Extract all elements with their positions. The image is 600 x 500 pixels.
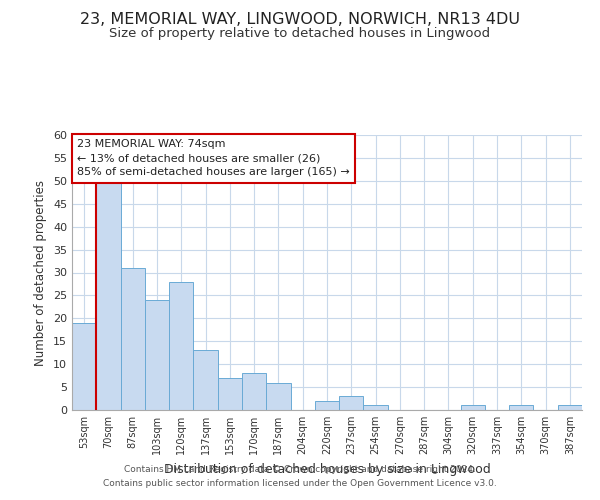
Text: 23 MEMORIAL WAY: 74sqm
← 13% of detached houses are smaller (26)
85% of semi-det: 23 MEMORIAL WAY: 74sqm ← 13% of detached… (77, 139, 350, 177)
Bar (169, 282, 193, 410)
Bar (461, 406, 485, 410)
Bar (218, 378, 242, 410)
Bar (72, 323, 96, 410)
Bar (509, 406, 533, 410)
Text: Contains HM Land Registry data © Crown copyright and database right 2024.
Contai: Contains HM Land Registry data © Crown c… (103, 466, 497, 487)
Bar (558, 406, 582, 410)
Bar (242, 374, 266, 410)
Bar (315, 401, 339, 410)
Bar (364, 406, 388, 410)
Text: Size of property relative to detached houses in Lingwood: Size of property relative to detached ho… (109, 28, 491, 40)
Bar (339, 396, 364, 410)
Y-axis label: Number of detached properties: Number of detached properties (34, 180, 47, 366)
Bar (193, 350, 218, 410)
Bar (96, 181, 121, 410)
Bar (266, 382, 290, 410)
Bar (121, 268, 145, 410)
Bar (145, 300, 169, 410)
X-axis label: Distribution of detached houses by size in Lingwood: Distribution of detached houses by size … (164, 462, 490, 475)
Text: 23, MEMORIAL WAY, LINGWOOD, NORWICH, NR13 4DU: 23, MEMORIAL WAY, LINGWOOD, NORWICH, NR1… (80, 12, 520, 28)
